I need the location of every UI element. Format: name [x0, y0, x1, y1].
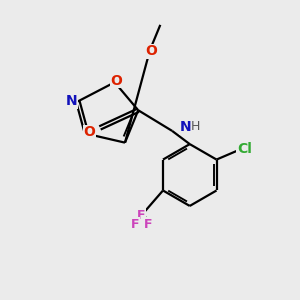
Text: N: N	[179, 120, 191, 134]
Text: F: F	[136, 209, 145, 222]
Text: O: O	[146, 44, 158, 58]
Text: Cl: Cl	[237, 142, 252, 156]
Text: H: H	[190, 120, 200, 133]
Text: F: F	[131, 218, 139, 231]
Text: O: O	[84, 125, 96, 139]
Text: O: O	[110, 74, 122, 88]
Text: N: N	[66, 94, 77, 108]
Text: F: F	[144, 218, 152, 231]
